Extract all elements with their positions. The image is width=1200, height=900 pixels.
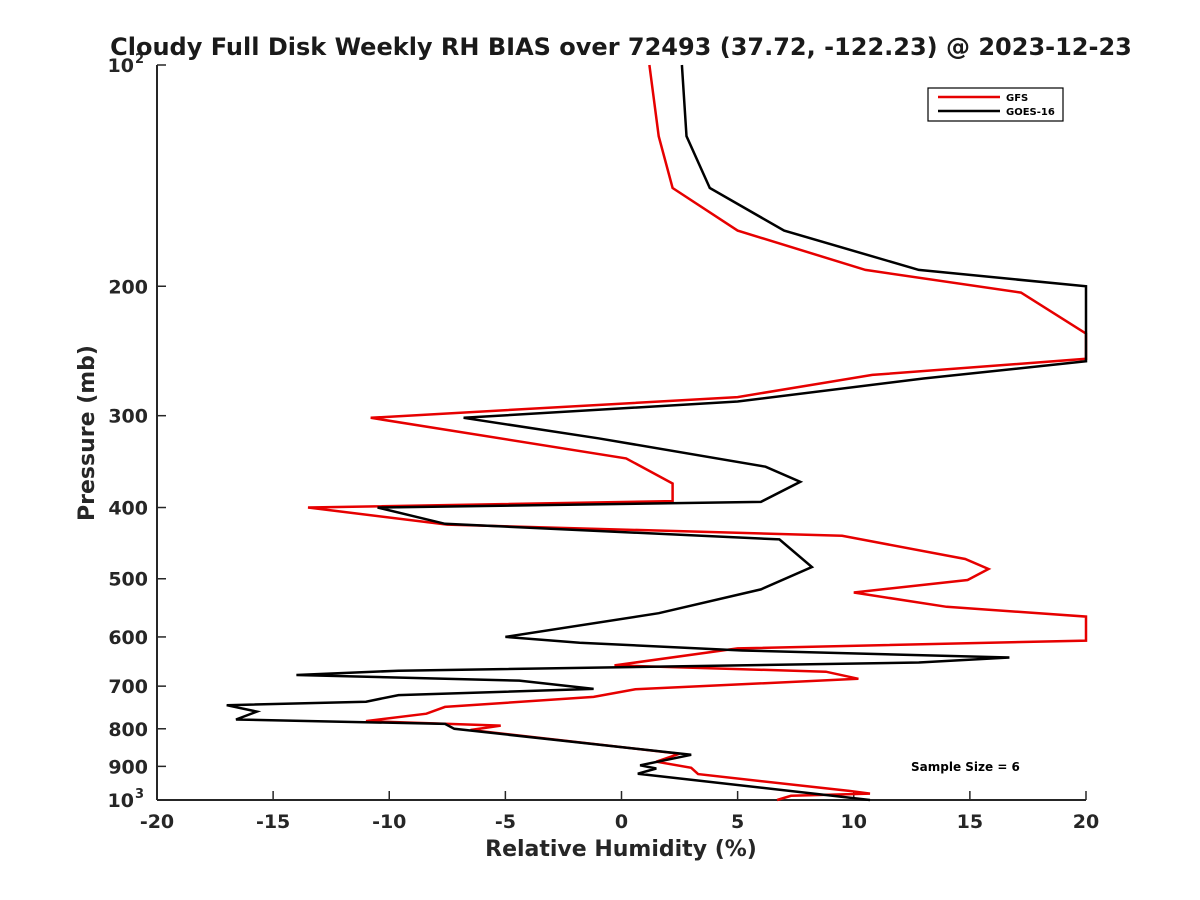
x-tick-label: -15 <box>256 811 290 833</box>
x-tick-label: 15 <box>957 811 983 833</box>
y-tick-label: 600 <box>108 627 148 649</box>
y-tick-superscript: 2 <box>135 52 144 67</box>
x-tick-label: -20 <box>140 811 174 833</box>
legend-label-gfs: GFS <box>1006 93 1028 104</box>
chart-title: Cloudy Full Disk Weekly RH BIAS over 724… <box>110 33 1132 61</box>
y-axis-label: Pressure (mb) <box>75 345 100 521</box>
x-tick-label: 5 <box>731 811 744 833</box>
x-axis-label: Relative Humidity (%) <box>485 837 757 862</box>
series-lines <box>226 64 1088 802</box>
x-tick-label: -10 <box>372 811 406 833</box>
y-tick-superscript: 3 <box>135 787 144 802</box>
y-tick-label: 900 <box>108 756 148 778</box>
x-tick-label: -5 <box>495 811 516 833</box>
x-tick-label: 20 <box>1073 811 1099 833</box>
legend: GFS GOES-16 <box>927 87 1064 122</box>
sample-size-annotation: Sample Size = 6 <box>911 760 1020 774</box>
series-line-goes16 <box>226 64 1088 802</box>
x-axis-ticks: -20 -15 -10 -5 0 5 10 15 20 <box>140 791 1099 833</box>
y-tick-label: 800 <box>108 719 148 741</box>
y-tick-label: 300 <box>108 406 148 428</box>
legend-label-goes16: GOES-16 <box>1006 107 1055 118</box>
x-tick-label: 0 <box>615 811 628 833</box>
y-tick-label: 500 <box>108 569 148 591</box>
y-tick-label: 10 <box>108 790 134 812</box>
y-tick-label: 400 <box>108 498 148 520</box>
x-tick-label: 10 <box>841 811 867 833</box>
y-tick-label: 700 <box>108 676 148 698</box>
y-tick-label: 10 <box>108 55 134 77</box>
y-tick-label: 200 <box>108 276 148 298</box>
legend-box <box>927 87 1064 122</box>
